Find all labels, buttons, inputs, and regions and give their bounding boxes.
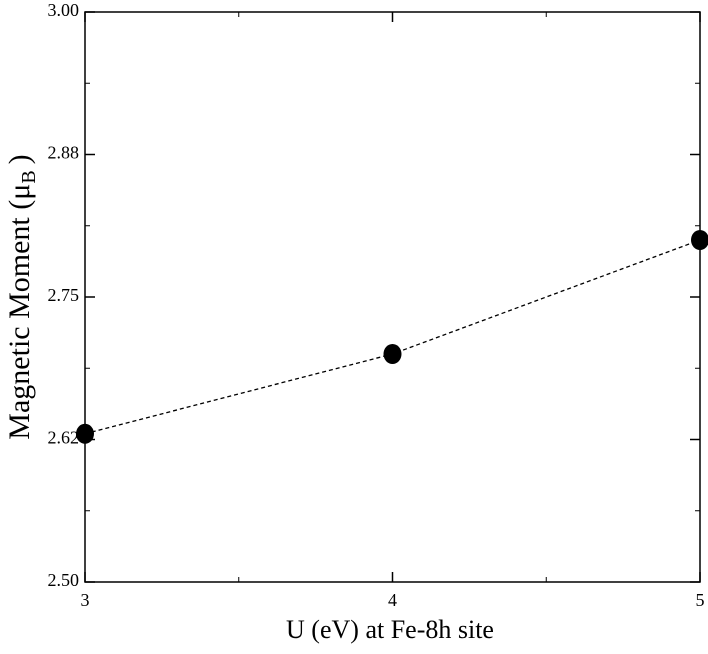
y-tick-label: 2.75 [48, 285, 80, 305]
y-axis-label-main: Magnetic Moment (μ [3, 184, 36, 440]
x-tick-label: 5 [696, 590, 705, 610]
y-tick-label: 2.50 [48, 570, 80, 590]
x-tick-label: 4 [388, 590, 397, 610]
data-point [691, 230, 708, 250]
data-point [383, 344, 402, 364]
y-axis-label-sub: B [18, 170, 40, 183]
y-axis-label-end: ) [3, 154, 36, 164]
x-tick-label: 3 [81, 590, 90, 610]
x-axis-label: U (eV) at Fe-8h site [286, 615, 494, 644]
y-tick-label: 2.62 [48, 428, 80, 448]
data-line [84, 239, 701, 435]
plot-frame [84, 11, 701, 583]
data-point [76, 423, 94, 444]
y-axis-label: Magnetic Moment (μB) [3, 154, 40, 439]
y-tick-label: 2.88 [48, 143, 80, 163]
y-tick-label: 3.00 [48, 0, 80, 20]
